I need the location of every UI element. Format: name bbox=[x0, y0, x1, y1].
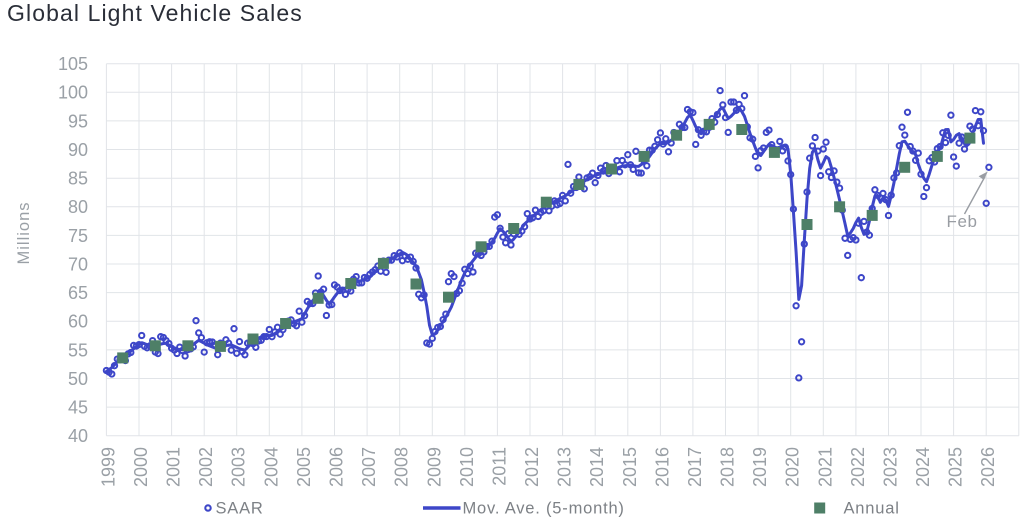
svg-text:2011: 2011 bbox=[489, 447, 509, 486]
svg-text:2015: 2015 bbox=[620, 447, 640, 487]
svg-text:2010: 2010 bbox=[457, 447, 477, 487]
svg-text:95: 95 bbox=[68, 111, 88, 131]
svg-text:2001: 2001 bbox=[164, 447, 184, 487]
svg-text:75: 75 bbox=[68, 226, 88, 246]
svg-text:2026: 2026 bbox=[978, 447, 998, 487]
svg-text:55: 55 bbox=[68, 340, 88, 360]
svg-text:Feb: Feb bbox=[947, 212, 978, 231]
svg-text:2017: 2017 bbox=[685, 447, 705, 487]
svg-text:2021: 2021 bbox=[815, 447, 835, 487]
svg-text:45: 45 bbox=[68, 398, 88, 418]
svg-text:40: 40 bbox=[68, 426, 88, 446]
svg-text:2008: 2008 bbox=[392, 447, 412, 487]
svg-text:2005: 2005 bbox=[294, 447, 314, 487]
svg-text:50: 50 bbox=[68, 369, 88, 389]
svg-text:2019: 2019 bbox=[750, 447, 770, 487]
svg-text:2000: 2000 bbox=[131, 447, 151, 487]
svg-text:70: 70 bbox=[68, 254, 88, 274]
svg-text:2002: 2002 bbox=[196, 447, 216, 487]
svg-text:Mov. Ave. (5-month): Mov. Ave. (5-month) bbox=[463, 500, 625, 518]
svg-text:85: 85 bbox=[68, 169, 88, 189]
svg-text:1999: 1999 bbox=[98, 447, 118, 487]
svg-text:80: 80 bbox=[68, 197, 88, 217]
svg-text:2022: 2022 bbox=[848, 447, 868, 487]
svg-text:100: 100 bbox=[58, 83, 88, 103]
svg-text:2012: 2012 bbox=[522, 447, 542, 487]
svg-text:SAAR: SAAR bbox=[216, 500, 264, 518]
svg-text:2007: 2007 bbox=[359, 447, 379, 487]
svg-text:2024: 2024 bbox=[913, 447, 933, 487]
svg-text:2009: 2009 bbox=[424, 447, 444, 487]
svg-text:2004: 2004 bbox=[261, 447, 281, 487]
svg-text:60: 60 bbox=[68, 312, 88, 332]
svg-text:Millions: Millions bbox=[15, 201, 33, 264]
svg-text:2023: 2023 bbox=[881, 447, 901, 487]
svg-text:2018: 2018 bbox=[718, 447, 738, 487]
svg-text:2003: 2003 bbox=[229, 447, 249, 487]
svg-text:65: 65 bbox=[68, 283, 88, 303]
svg-text:2013: 2013 bbox=[555, 447, 575, 487]
svg-text:2020: 2020 bbox=[783, 447, 803, 487]
svg-text:90: 90 bbox=[68, 140, 88, 160]
svg-text:2016: 2016 bbox=[652, 447, 672, 487]
svg-text:2014: 2014 bbox=[587, 447, 607, 487]
svg-text:2006: 2006 bbox=[327, 447, 347, 487]
svg-text:Global Light Vehicle Sales: Global Light Vehicle Sales bbox=[7, 0, 303, 26]
svg-text:Annual: Annual bbox=[844, 500, 900, 518]
svg-text:2025: 2025 bbox=[946, 447, 966, 487]
svg-text:105: 105 bbox=[58, 54, 88, 74]
